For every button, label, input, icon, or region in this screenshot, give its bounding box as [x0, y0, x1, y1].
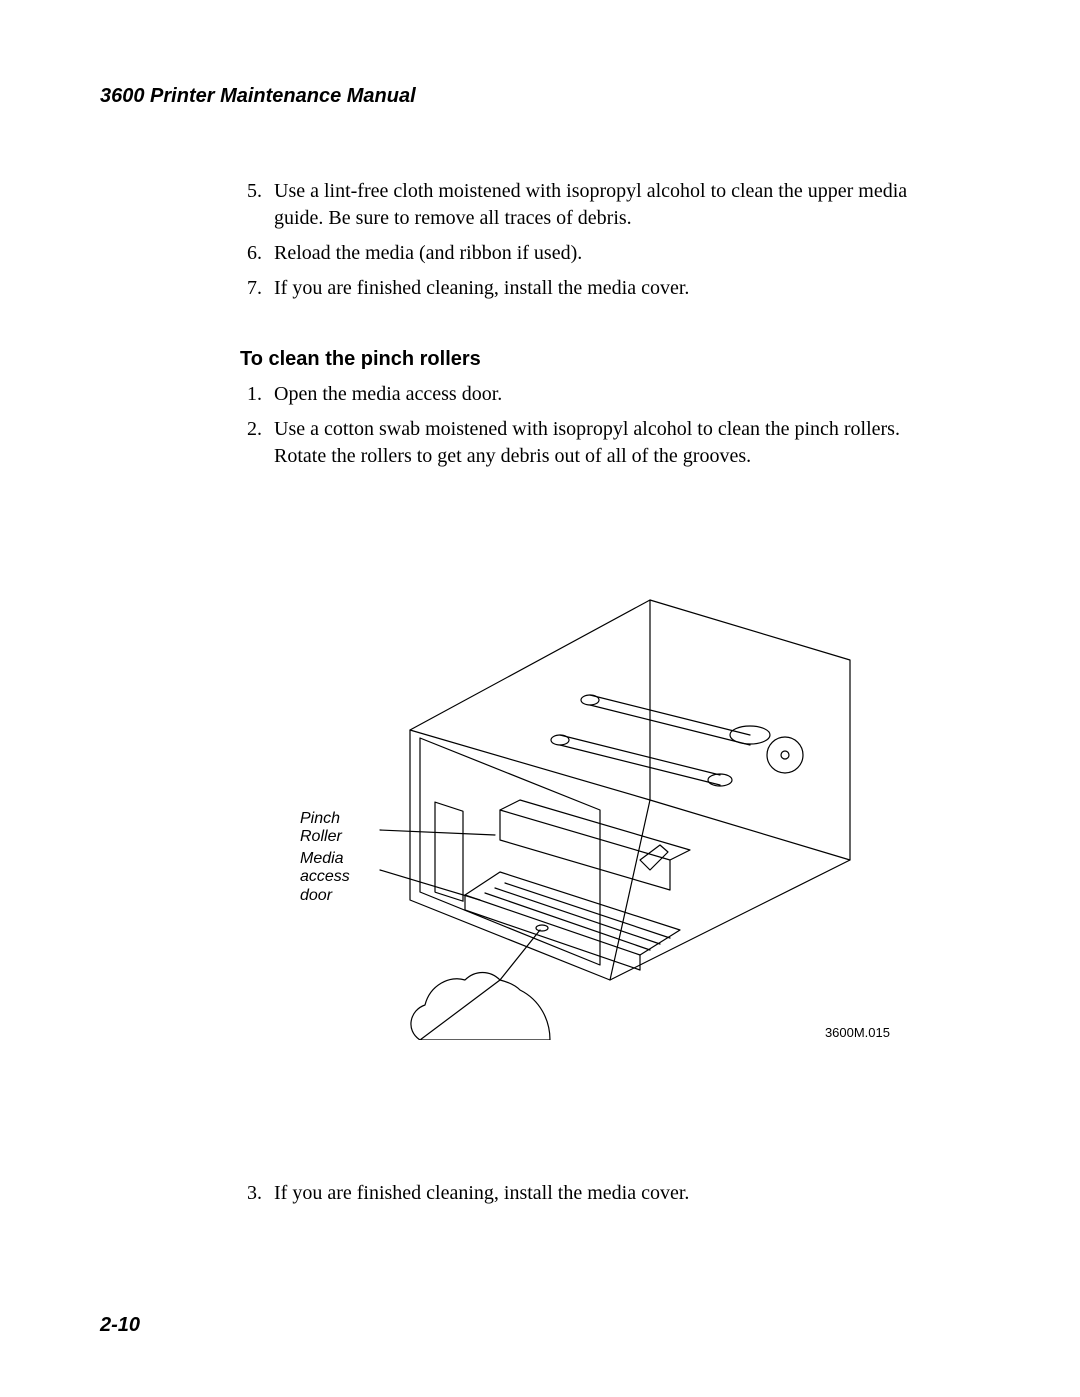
step-number: 1. — [240, 381, 268, 408]
list-item: 7. If you are finished cleaning, install… — [240, 275, 940, 302]
step-text: Use a lint-free cloth moistened with iso… — [268, 178, 940, 232]
upper-steps: 5. Use a lint-free cloth moistened with … — [240, 178, 940, 302]
list-item: 2. Use a cotton swab moistened with isop… — [240, 416, 940, 470]
manual-page: 3600 Printer Maintenance Manual 5. Use a… — [0, 0, 1080, 1397]
list-item: 5. Use a lint-free cloth moistened with … — [240, 178, 940, 232]
body-content: 5. Use a lint-free cloth moistened with … — [240, 178, 940, 1207]
step-text: If you are finished cleaning, install th… — [268, 275, 940, 302]
list-item: 3. If you are finished cleaning, install… — [240, 1180, 940, 1207]
step-text: If you are finished cleaning, install th… — [268, 1180, 940, 1207]
callout-pinch-roller: Pinch Roller — [300, 810, 342, 847]
printer-illustration-icon — [290, 500, 890, 1040]
pinch-steps-bottom: 3. If you are finished cleaning, install… — [240, 1180, 940, 1207]
printer-figure: Pinch Roller Media access door 3600M.015 — [240, 500, 940, 1060]
step-number: 5. — [240, 178, 268, 232]
step-number: 7. — [240, 275, 268, 302]
callout-media-door: Media access door — [300, 850, 350, 905]
page-number: 2-10 — [100, 1314, 140, 1337]
step-text: Use a cotton swab moistened with isoprop… — [268, 416, 940, 470]
step-number: 6. — [240, 240, 268, 267]
step-number: 2. — [240, 416, 268, 470]
section-heading: To clean the pinch rollers — [240, 348, 940, 371]
list-item: 1. Open the media access door. — [240, 381, 940, 408]
running-header: 3600 Printer Maintenance Manual — [100, 85, 980, 108]
list-item: 6. Reload the media (and ribbon if used)… — [240, 240, 940, 267]
pinch-steps-top: 1. Open the media access door. 2. Use a … — [240, 381, 940, 470]
step-number: 3. — [240, 1180, 268, 1207]
step-text: Open the media access door. — [268, 381, 940, 408]
figure-id: 3600M.015 — [825, 1025, 890, 1040]
step-text: Reload the media (and ribbon if used). — [268, 240, 940, 267]
